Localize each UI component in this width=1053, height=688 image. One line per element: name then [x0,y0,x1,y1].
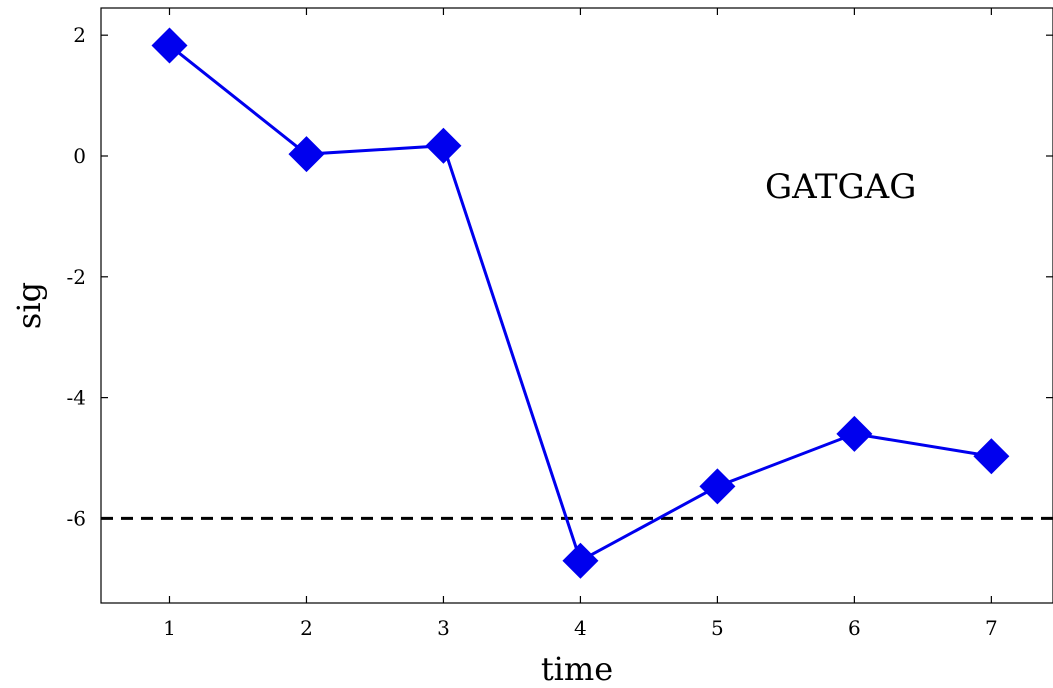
plot-frame [100,7,1053,604]
data-point-marker [562,542,599,579]
data-point-marker [425,127,462,164]
data-point-marker [699,468,736,505]
y-tick-label: 2 [73,23,86,47]
x-tick-label: 2 [300,616,313,640]
series-group [151,27,1010,579]
x-tick-label: 7 [985,616,998,640]
x-tick-label: 6 [848,616,861,640]
data-point-marker [151,27,188,64]
x-tick-label: 5 [711,616,724,640]
x-tick-label: 1 [163,616,176,640]
y-tick-label: 0 [73,144,86,168]
x-axis-label: time [541,650,613,688]
y-tick-label: -6 [67,506,86,530]
y-axis-label: sig [10,282,48,329]
data-point-marker [836,415,873,452]
series-line [168,44,992,563]
data-point-marker [288,136,325,173]
annotation-label: GATGAG [765,167,916,207]
y-tick-label: -2 [67,265,86,289]
axis-ticks: 1 2 3 4 5 6 7 2 0 -2 -4 -6 [67,8,1053,640]
y-tick-label: -4 [67,386,86,410]
data-point-marker [973,438,1010,475]
x-tick-label: 3 [437,616,450,640]
x-tick-label: 4 [574,616,587,640]
